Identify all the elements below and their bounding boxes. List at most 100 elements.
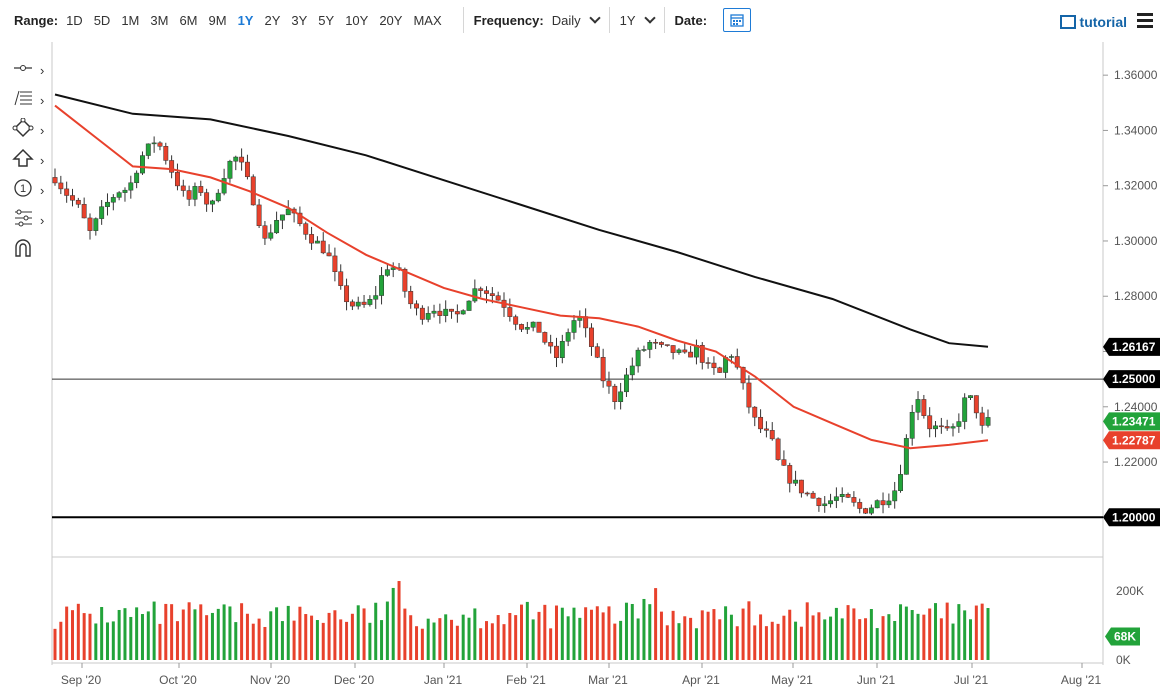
candle-body [227,160,233,179]
candle-body [676,349,682,353]
range-button-2y[interactable]: 2Y [264,12,281,28]
chevron-right-icon: › [40,62,45,78]
candle-body [379,275,385,296]
volume-bar [455,625,459,660]
candle-body [530,321,536,328]
fib-tool-button[interactable]: › [0,85,50,115]
range-button-20y[interactable]: 20Y [379,12,403,28]
arrow-tool-button[interactable]: › [0,145,50,175]
candle-body [828,500,834,505]
range-button-6m[interactable]: 6M [179,12,198,28]
range-button-3y[interactable]: 3Y [291,12,308,28]
y-tick-label: 1.34000 [1114,123,1158,137]
candle-body [204,192,210,205]
period-dropdown[interactable]: 1Y [620,12,656,28]
volume-bar [840,618,844,660]
candle-body [134,172,140,184]
candle-body [938,425,944,428]
candle-body [454,311,460,315]
volume-bar [374,602,378,660]
candle-body [268,232,274,239]
candle-body [87,217,93,231]
range-button-5d[interactable]: 5D [93,12,111,28]
candle-body [688,351,694,358]
volume-bar [939,618,943,660]
volume-bar [589,609,593,660]
candle-body [140,155,145,174]
volume-bar [333,610,337,660]
volume-bar [356,605,360,660]
calendar-button[interactable] [723,8,752,32]
tutorial-link[interactable]: tutorial [1059,14,1127,30]
volume-bar [175,621,179,660]
candle-body [985,417,991,426]
range-button-max[interactable]: MAX [413,12,442,28]
candle-body [886,500,892,506]
volume-bar [910,610,914,660]
candle-body [314,240,320,244]
volume-bar [735,626,739,660]
candle-body [186,190,192,200]
volume-bar [572,607,576,660]
volume-bar [292,620,296,660]
volume-bar [782,615,786,660]
volume-bar [630,603,634,660]
candle-body [361,301,367,305]
volume-bar [362,608,366,660]
volume-bar [887,614,891,660]
pattern-tool-button[interactable]: › [0,205,50,235]
volume-bar [65,606,69,660]
candle-body [338,271,344,286]
volume-bar [70,610,74,660]
frequency-dropdown[interactable]: Daily [552,12,601,28]
candle-body [798,479,804,494]
volume-bar [718,619,722,660]
candle-body [973,395,979,414]
range-button-1m[interactable]: 1M [121,12,140,28]
volume-bar [566,616,570,660]
range-label: Range: [14,12,59,28]
range-button-9m[interactable]: 9M [208,12,227,28]
range-button-1d[interactable]: 1D [66,12,83,28]
candle-body [740,366,746,384]
hamburger-icon [1137,13,1153,16]
film-icon [1059,15,1076,29]
menu-button[interactable] [1137,13,1153,31]
shape-tool-button[interactable]: › [0,115,50,145]
candle-body [758,416,764,430]
volume-bar [228,606,232,660]
volume-bar [438,618,442,660]
volume-bar [799,626,803,660]
candle-body [460,310,466,315]
line-tool-button[interactable]: › [0,55,50,85]
counter-tool-button[interactable]: 1 › [0,175,50,205]
volume-bar [345,621,349,660]
candle-body [151,142,157,145]
candle-body [326,252,332,257]
candle-body [332,255,338,272]
candle-body [565,332,571,342]
volume-bar [94,623,98,660]
volume-bar [671,610,675,660]
candle-body [880,500,886,506]
y-tick-label: 1.36000 [1114,68,1158,82]
volume-bar [916,613,920,660]
range-button-10y[interactable]: 10Y [345,12,369,28]
candle-body [542,332,548,343]
shape-tool-icon [12,117,34,143]
volume-bar [298,606,302,660]
volume-bar [969,619,973,660]
candle-body [239,156,245,163]
range-button-1y[interactable]: 1Y [237,12,254,28]
volume-bar [694,628,698,660]
candle-body [927,415,933,430]
candle-body [367,299,373,305]
sma-slow-line [54,93,989,348]
range-button-5y[interactable]: 5Y [318,12,335,28]
volume-bar [304,614,308,660]
range-button-3m[interactable]: 3M [150,12,169,28]
volume-bar [514,615,518,660]
candle-body [431,310,437,314]
magnet-button[interactable] [0,235,50,265]
